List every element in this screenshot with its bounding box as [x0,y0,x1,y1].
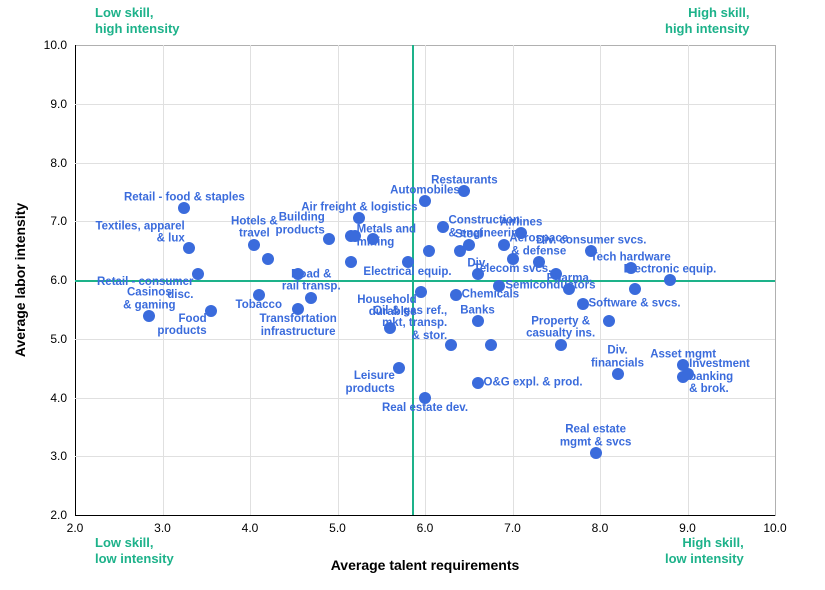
x-tick-label: 10.0 [763,521,786,535]
grid-line-h [75,163,775,164]
x-tick-label: 5.0 [329,521,346,535]
x-tick-label: 9.0 [679,521,696,535]
data-point [205,305,217,317]
data-point [292,268,304,280]
data-point [437,221,449,233]
data-point [183,242,195,254]
data-point [353,212,365,224]
grid-line-h [75,104,775,105]
data-point [550,268,562,280]
data-point [485,339,497,351]
x-tick-label: 6.0 [417,521,434,535]
data-point [472,315,484,327]
data-point [472,377,484,389]
data-point [445,339,457,351]
data-point [577,298,589,310]
scatter-chart: Average labor intensity Average talent r… [0,0,825,590]
data-point [402,256,414,268]
data-point [590,447,602,459]
x-tick-label: 2.0 [67,521,84,535]
x-tick-label: 8.0 [592,521,609,535]
grid-line-h [75,221,775,222]
grid-line-h [75,456,775,457]
data-point [419,195,431,207]
data-point [463,239,475,251]
data-point [345,256,357,268]
x-tick-label: 3.0 [154,521,171,535]
y-tick-label: 6.0 [27,273,67,287]
data-point [253,289,265,301]
data-point [305,292,317,304]
data-point [323,233,335,245]
quadrant-label-top-left: Low skill, high intensity [95,5,180,36]
data-point [603,315,615,327]
x-tick-label: 4.0 [242,521,259,535]
grid-line-h [75,339,775,340]
y-tick-label: 8.0 [27,156,67,170]
data-point [384,322,396,334]
y-tick-label: 10.0 [27,38,67,52]
quadrant-label-bottom-right: High skill, low intensity [665,535,744,566]
y-tick-label: 7.0 [27,214,67,228]
data-point [458,185,470,197]
data-point [493,280,505,292]
y-tick-label: 5.0 [27,332,67,346]
data-point [515,227,527,239]
data-point [143,310,155,322]
x-tick-label: 7.0 [504,521,521,535]
y-tick-label: 9.0 [27,97,67,111]
y-axis-title: Average labor intensity [12,203,28,357]
x-axis-line [75,515,775,516]
data-point [629,283,641,295]
data-point [423,245,435,257]
data-point [248,239,260,251]
data-point [507,253,519,265]
data-point [555,339,567,351]
data-point [415,286,427,298]
data-point [450,289,462,301]
data-point [625,262,637,274]
quadrant-label-top-right: High skill, high intensity [665,5,750,36]
data-point [612,368,624,380]
data-point [472,268,484,280]
data-point [178,202,190,214]
y-tick-label: 3.0 [27,449,67,463]
data-point [498,239,510,251]
data-point [682,368,694,380]
data-point [664,274,676,286]
data-point [393,362,405,374]
data-point [419,392,431,404]
quadrant-label-bottom-left: Low skill, low intensity [95,535,174,566]
data-point [533,256,545,268]
data-point [367,233,379,245]
y-tick-label: 4.0 [27,391,67,405]
x-axis-title: Average talent requirements [331,557,520,573]
data-point [585,245,597,257]
data-point [563,283,575,295]
data-point [192,268,204,280]
data-point [262,253,274,265]
data-point [292,303,304,315]
y-tick-label: 2.0 [27,508,67,522]
data-point [349,230,361,242]
